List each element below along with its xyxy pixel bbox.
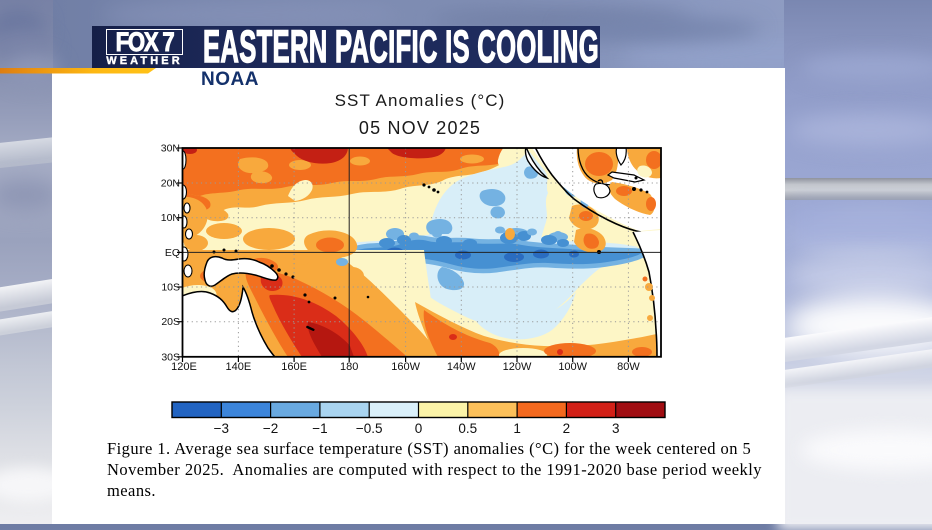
svg-text:0: 0	[415, 421, 423, 436]
svg-text:0.5: 0.5	[458, 421, 477, 436]
svg-text:10S: 10S	[161, 282, 180, 294]
svg-text:160E: 160E	[281, 361, 307, 373]
svg-text:EQ: EQ	[165, 247, 180, 259]
svg-text:180: 180	[340, 361, 358, 373]
svg-text:140E: 140E	[226, 361, 252, 373]
svg-text:30S: 30S	[161, 351, 180, 363]
svg-text:120W: 120W	[503, 361, 532, 373]
svg-text:120E: 120E	[171, 361, 197, 373]
svg-text:160W: 160W	[391, 361, 420, 373]
svg-text:100W: 100W	[558, 361, 587, 373]
svg-text:−1: −1	[312, 421, 327, 436]
svg-text:1: 1	[513, 421, 521, 436]
svg-text:80W: 80W	[617, 361, 640, 373]
svg-text:140W: 140W	[447, 361, 476, 373]
svg-text:3: 3	[612, 421, 620, 436]
svg-text:−0.5: −0.5	[356, 421, 383, 436]
svg-text:−3: −3	[214, 421, 229, 436]
svg-text:10N: 10N	[161, 212, 180, 224]
svg-text:2: 2	[563, 421, 571, 436]
svg-text:20S: 20S	[161, 316, 180, 328]
svg-text:30N: 30N	[161, 143, 180, 155]
svg-text:20N: 20N	[161, 178, 180, 190]
svg-text:−2: −2	[263, 421, 278, 436]
